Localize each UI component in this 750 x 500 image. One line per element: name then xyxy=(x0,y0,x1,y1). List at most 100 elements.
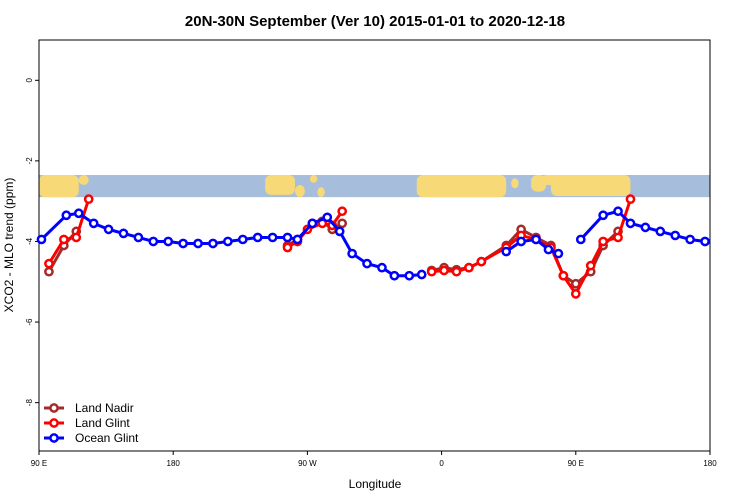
legend-item-land-glint: Land Glint xyxy=(44,416,130,430)
x-axis-label: Longitude xyxy=(349,477,402,491)
legend-marker xyxy=(49,433,59,443)
data-point-ocean-glint xyxy=(178,238,188,249)
data-point-ocean-glint xyxy=(252,232,263,243)
data-point-land-glint xyxy=(476,256,487,267)
data-point-ocean-glint xyxy=(598,210,608,221)
legend-label: Land Glint xyxy=(75,416,130,430)
data-point-land-glint xyxy=(59,234,69,245)
x-axis: 90 E 180 90 W 0 90 E 180 xyxy=(31,451,717,468)
x-tick-label: 180 xyxy=(167,459,181,468)
land-patch xyxy=(511,178,519,189)
data-point-ocean-glint xyxy=(73,208,84,219)
data-point-ocean-glint xyxy=(267,232,278,243)
legend-label: Ocean Glint xyxy=(75,431,139,445)
data-point-land-nadir xyxy=(44,266,54,277)
data-point-land-glint xyxy=(439,265,449,276)
land-patch xyxy=(309,174,318,183)
series-layer xyxy=(36,194,710,299)
x-tick-label: 90 W xyxy=(298,459,317,468)
legend-label: Land Nadir xyxy=(75,401,134,415)
data-point-ocean-glint xyxy=(237,234,248,245)
data-point-ocean-glint xyxy=(625,218,636,229)
data-point-ocean-glint xyxy=(307,218,318,229)
data-point-ocean-glint xyxy=(501,246,512,257)
data-point-land-glint xyxy=(426,266,437,277)
land-patch xyxy=(550,174,631,197)
data-point-ocean-glint xyxy=(416,269,427,280)
land-patch xyxy=(317,187,325,198)
data-point-land-glint xyxy=(625,194,636,205)
data-point-land-glint xyxy=(598,236,608,247)
data-point-ocean-glint xyxy=(292,234,303,245)
data-point-ocean-glint xyxy=(516,236,526,247)
data-point-land-glint xyxy=(585,260,596,271)
plot-frame xyxy=(38,39,711,452)
data-point-land-glint xyxy=(337,206,348,217)
land-patch xyxy=(294,184,305,198)
y-tick-label: -4 xyxy=(25,237,34,245)
data-point-ocean-glint xyxy=(133,232,144,243)
legend-marker xyxy=(49,403,59,413)
data-point-land-glint xyxy=(44,258,54,269)
x-tick-label: 90 E xyxy=(568,459,584,468)
map-strip xyxy=(39,174,710,198)
data-point-ocean-glint xyxy=(163,236,174,247)
x-tick-label: 0 xyxy=(439,459,444,468)
series-line-land-glint xyxy=(47,198,91,265)
x-tick-label: 90 E xyxy=(31,459,47,468)
data-point-land-glint xyxy=(83,194,94,205)
data-point-land-glint xyxy=(570,289,581,299)
data-point-ocean-glint xyxy=(389,270,400,281)
land-patch xyxy=(416,174,507,198)
data-point-ocean-glint xyxy=(322,212,333,223)
data-point-ocean-glint xyxy=(655,226,666,237)
data-point-ocean-glint xyxy=(88,218,99,229)
map-land xyxy=(39,174,631,198)
data-point-land-glint xyxy=(464,262,474,273)
data-point-ocean-glint xyxy=(404,270,415,281)
data-point-ocean-glint xyxy=(531,234,541,245)
data-point-ocean-glint xyxy=(553,248,564,259)
data-point-land-nadir xyxy=(337,218,348,229)
land-patch xyxy=(39,174,79,198)
data-point-ocean-glint xyxy=(362,258,372,269)
data-point-ocean-glint xyxy=(148,236,159,247)
data-point-ocean-glint xyxy=(700,236,710,247)
data-point-ocean-glint xyxy=(36,234,47,245)
legend-marker xyxy=(49,418,59,428)
data-point-ocean-glint xyxy=(575,234,586,245)
data-point-land-glint xyxy=(613,232,623,243)
data-point-land-glint xyxy=(558,270,569,281)
y-axis-label: XCO2 - MLO trend (ppm) xyxy=(2,178,16,313)
data-point-ocean-glint xyxy=(670,230,681,241)
data-point-ocean-glint xyxy=(543,244,554,255)
data-point-ocean-glint xyxy=(347,248,357,259)
data-point-land-nadir xyxy=(570,278,581,289)
y-tick-label: -6 xyxy=(25,318,34,326)
data-point-ocean-glint xyxy=(282,232,293,243)
data-point-ocean-glint xyxy=(61,210,72,221)
data-point-ocean-glint xyxy=(103,224,114,235)
data-point-land-glint xyxy=(282,242,293,253)
data-point-ocean-glint xyxy=(613,206,623,217)
y-tick-label: 0 xyxy=(25,78,34,83)
data-point-ocean-glint xyxy=(334,226,345,237)
y-tick-label: -2 xyxy=(25,157,34,165)
data-point-ocean-glint xyxy=(193,238,203,249)
legend-item-land-nadir: Land Nadir xyxy=(44,401,134,415)
series-ocean-glint xyxy=(36,206,710,281)
y-axis: 0 -2 -4 -6 -8 xyxy=(25,78,39,406)
land-patch xyxy=(78,174,89,185)
data-point-ocean-glint xyxy=(118,228,129,239)
data-point-ocean-glint xyxy=(223,236,233,247)
chart-title: 20N-30N September (Ver 10) 2015-01-01 to… xyxy=(185,13,565,30)
x-tick-label: 180 xyxy=(703,459,717,468)
land-patch xyxy=(265,174,295,195)
data-point-land-glint xyxy=(451,266,462,277)
data-point-ocean-glint xyxy=(208,238,218,249)
data-point-ocean-glint xyxy=(377,262,387,273)
legend-item-ocean-glint: Ocean Glint xyxy=(44,431,139,445)
data-point-ocean-glint xyxy=(685,234,695,245)
